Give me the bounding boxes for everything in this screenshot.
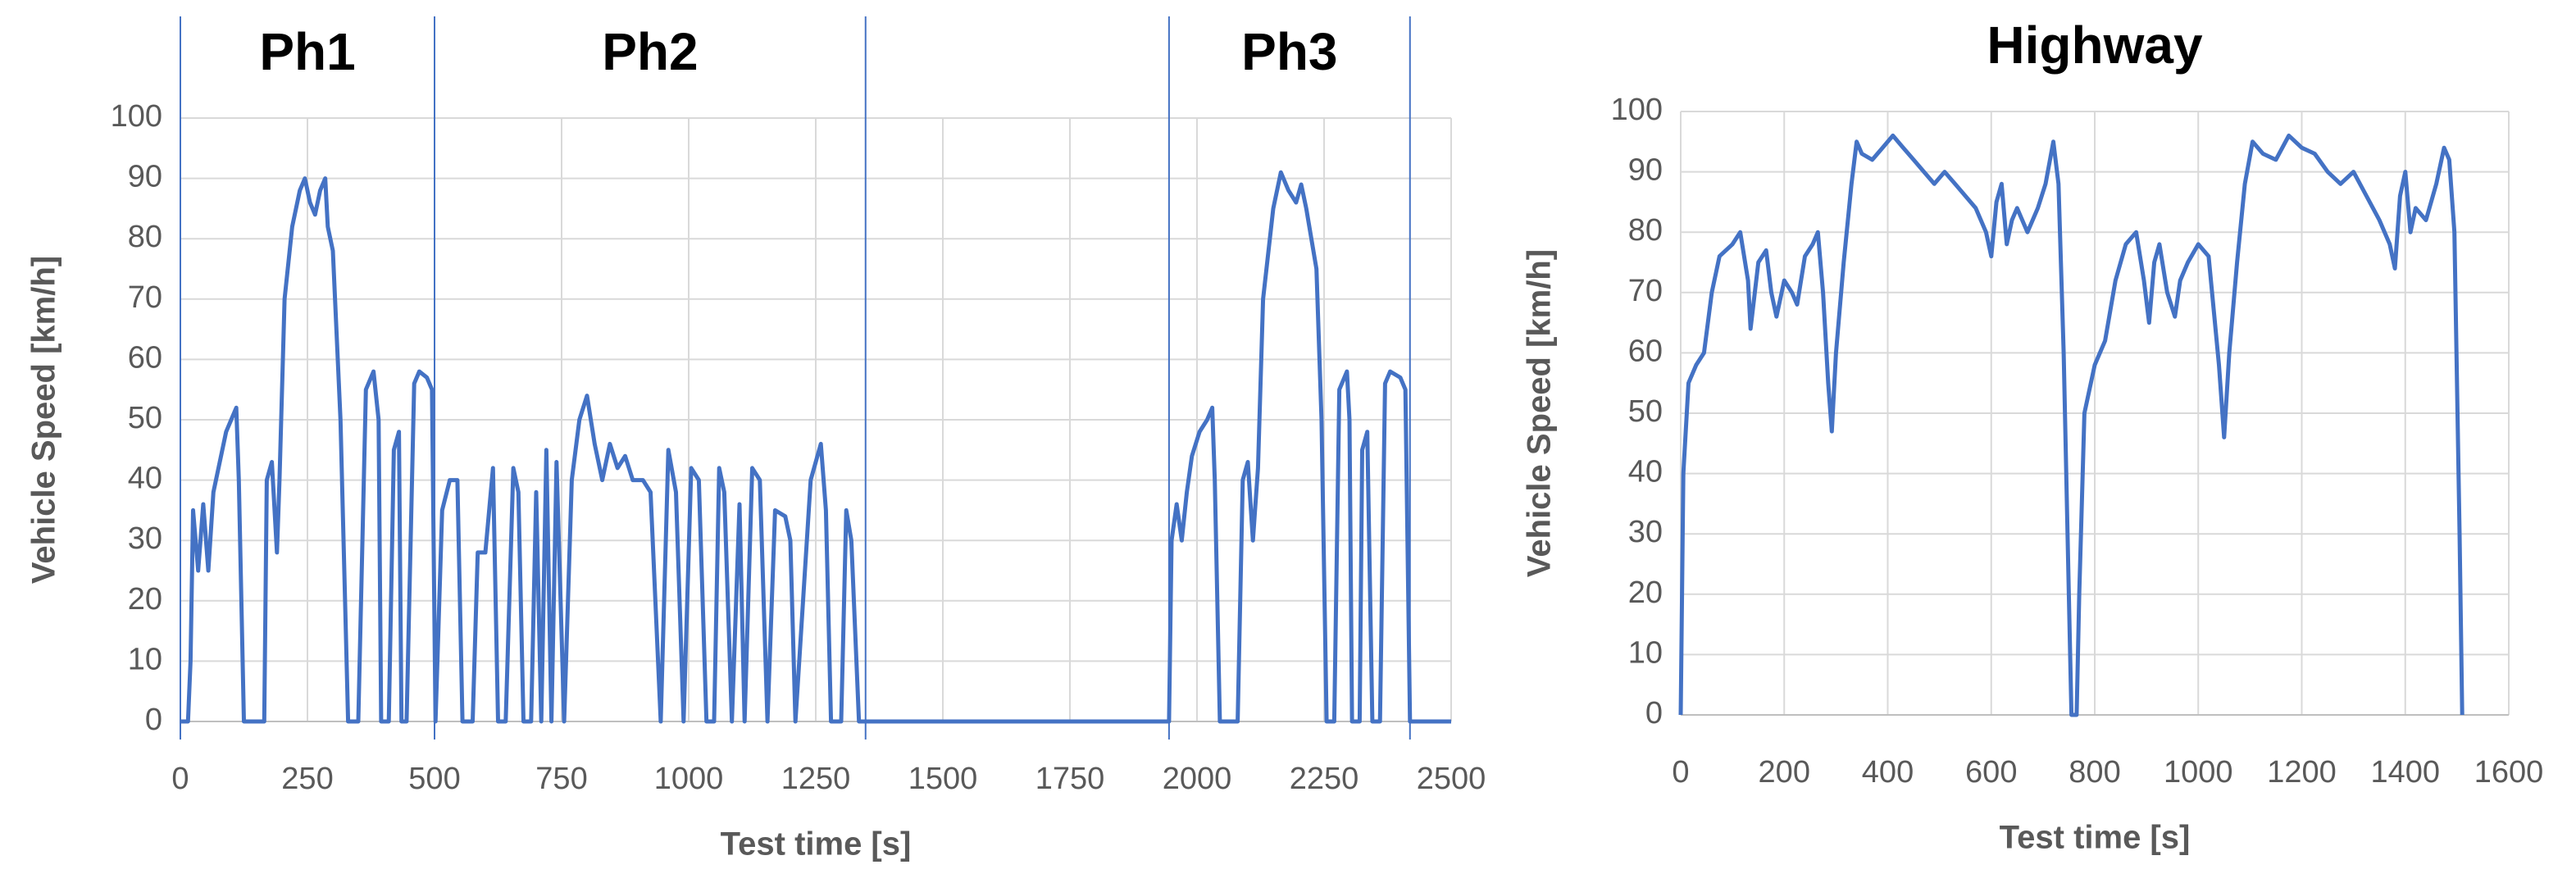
x-tick-label: 1500 xyxy=(908,762,978,796)
x-tick-label: 200 xyxy=(1759,755,1810,790)
x-tick-label: 800 xyxy=(2069,755,2120,790)
y-tick-label: 30 xyxy=(1628,515,1663,549)
speed-line xyxy=(1678,133,2464,717)
y-tick-label: 10 xyxy=(1628,635,1663,670)
x-tick-label: 1400 xyxy=(2370,755,2440,790)
y-tick-label: 50 xyxy=(128,401,162,435)
y-tick-label: 90 xyxy=(128,160,162,194)
y-tick-label: 40 xyxy=(128,462,162,496)
y-tick-label: 0 xyxy=(145,703,162,737)
y-tick-label: 70 xyxy=(1628,274,1663,308)
phase-label: Ph2 xyxy=(602,22,698,81)
y-tick-label: 10 xyxy=(128,642,162,676)
y-tick-label: 60 xyxy=(128,340,162,375)
x-tick-label: 2500 xyxy=(1417,762,1486,796)
y-tick-label: 60 xyxy=(1628,334,1663,368)
x-tick-label: 1200 xyxy=(2267,755,2337,790)
y-tick-label: 50 xyxy=(1628,394,1663,429)
y-tick-label: 100 xyxy=(1611,93,1663,127)
phase-label: Ph1 xyxy=(259,22,355,81)
x-tick-label: 400 xyxy=(1862,755,1914,790)
y-tick-label: 30 xyxy=(128,521,162,556)
x-tick-label: 1750 xyxy=(1035,762,1105,796)
y-tick-label: 90 xyxy=(1628,153,1663,188)
y-tick-label: 40 xyxy=(1628,455,1663,489)
y-tick-label: 100 xyxy=(111,99,162,134)
phase-label: Ph3 xyxy=(1241,22,1337,81)
x-tick-label: 750 xyxy=(535,762,587,796)
x-tick-label: 1000 xyxy=(2164,755,2233,790)
y-tick-label: 20 xyxy=(128,582,162,617)
x-tick-label: 1000 xyxy=(654,762,724,796)
x-tick-label: 2000 xyxy=(1163,762,1232,796)
x-tick-label: 2250 xyxy=(1290,762,1359,796)
y-tick-label: 20 xyxy=(1628,576,1663,610)
x-tick-label: 1250 xyxy=(781,762,851,796)
x-tick-label: 600 xyxy=(1965,755,2017,790)
x-tick-label: 0 xyxy=(171,762,189,796)
x-axis-label: Test time [s] xyxy=(721,826,912,862)
y-axis-label: Vehicle Speed [km/h] xyxy=(1522,249,1558,577)
x-tick-label: 250 xyxy=(281,762,333,796)
x-tick-label: 500 xyxy=(408,762,460,796)
y-tick-label: 80 xyxy=(128,220,162,254)
y-tick-label: 0 xyxy=(1645,696,1663,730)
x-tick-label: 1600 xyxy=(2474,755,2544,790)
y-axis-label: Vehicle Speed [km/h] xyxy=(26,256,62,584)
speed-line xyxy=(180,170,1451,724)
y-tick-label: 80 xyxy=(1628,213,1663,248)
y-tick-label: 70 xyxy=(128,280,162,315)
x-tick-label: 0 xyxy=(1672,755,1689,790)
x-axis-label: Test time [s] xyxy=(2000,820,2191,856)
chart-title: Highway xyxy=(1987,16,2203,75)
